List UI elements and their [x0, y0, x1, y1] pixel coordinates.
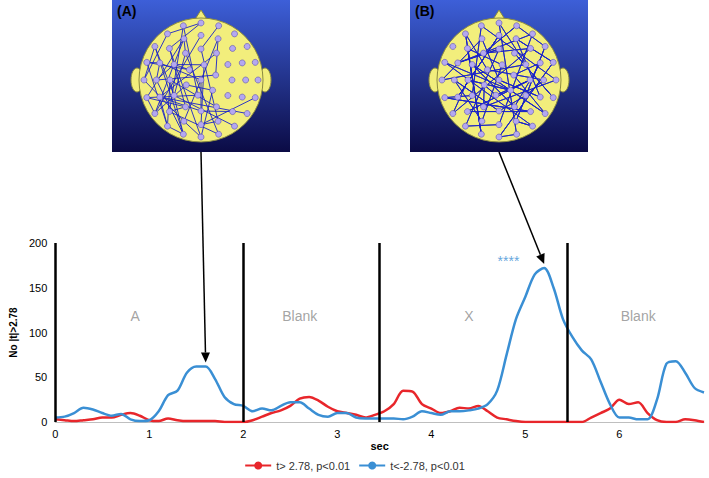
svg-text:5: 5 [522, 428, 528, 440]
svg-text:0: 0 [52, 428, 58, 440]
svg-text:t> 2.78, p<0.01: t> 2.78, p<0.01 [276, 460, 350, 472]
svg-text:1: 1 [146, 428, 152, 440]
svg-text:t<-2.78, p<0.01: t<-2.78, p<0.01 [390, 460, 465, 472]
svg-text:No |t|>2.78: No |t|>2.78 [8, 307, 19, 358]
svg-text:100: 100 [29, 327, 47, 339]
svg-text:150: 150 [29, 282, 47, 294]
svg-text:(B): (B) [415, 3, 434, 19]
svg-text:****: **** [498, 253, 520, 269]
svg-text:sec: sec [370, 440, 388, 452]
svg-text:3: 3 [334, 428, 340, 440]
svg-text:X: X [464, 308, 474, 324]
svg-text:2: 2 [240, 428, 246, 440]
svg-text:(A): (A) [117, 3, 136, 19]
svg-text:0: 0 [41, 416, 47, 428]
svg-text:4: 4 [428, 428, 434, 440]
svg-text:Blank: Blank [282, 308, 318, 324]
svg-text:50: 50 [35, 371, 47, 383]
svg-text:200: 200 [29, 237, 47, 249]
svg-text:Blank: Blank [621, 308, 657, 324]
svg-text:A: A [130, 308, 140, 324]
svg-text:6: 6 [616, 428, 622, 440]
